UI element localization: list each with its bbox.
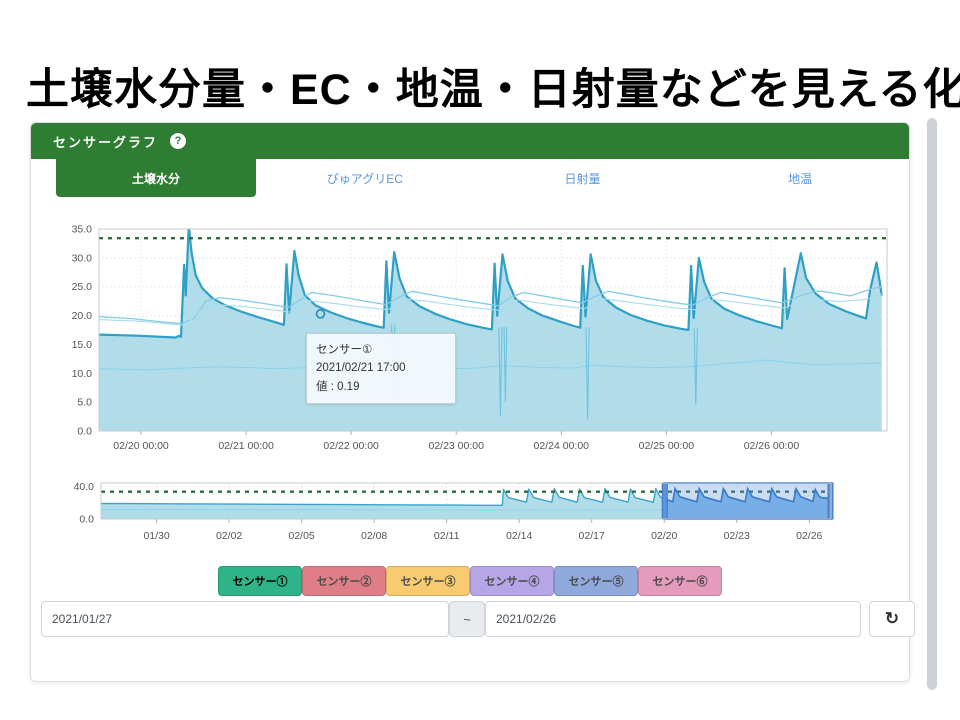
help-icon[interactable]: ?: [170, 133, 187, 149]
tab-soil-temp[interactable]: 地温: [691, 159, 909, 197]
svg-text:02/26: 02/26: [796, 530, 822, 542]
svg-text:02/23: 02/23: [724, 530, 750, 542]
svg-text:02/25 00:00: 02/25 00:00: [639, 440, 695, 452]
svg-text:02/23 00:00: 02/23 00:00: [428, 440, 484, 452]
page-scrollbar[interactable]: [927, 118, 937, 690]
svg-text:02/08: 02/08: [361, 530, 387, 542]
legend-button-sensor-3[interactable]: センサー③: [386, 566, 470, 596]
svg-text:20.0: 20.0: [72, 310, 93, 322]
end-date-input[interactable]: [485, 601, 861, 637]
svg-text:02/20 00:00: 02/20 00:00: [113, 440, 169, 452]
svg-text:15.0: 15.0: [72, 339, 93, 351]
card-header: センサーグラフ ?: [31, 123, 909, 159]
svg-text:02/02: 02/02: [216, 530, 242, 542]
svg-text:02/26 00:00: 02/26 00:00: [744, 440, 800, 452]
tooltip-sensor-name: センサー①: [316, 344, 373, 356]
refresh-button[interactable]: ↻: [869, 601, 915, 637]
svg-text:02/21 00:00: 02/21 00:00: [218, 440, 274, 452]
svg-text:10.0: 10.0: [72, 368, 93, 380]
date-range-row: ~ ↻: [31, 601, 915, 637]
svg-text:02/05: 02/05: [288, 530, 314, 542]
start-date-input[interactable]: [41, 601, 449, 637]
main-soil-moisture-chart[interactable]: 02/20 00:00 02/21 00:00 02/22 00:00 02/23 0…: [51, 219, 896, 469]
sensor-graph-card: センサーグラフ ? 土壌水分 ぴゅアグリEC 日射量 地温 02/20 00:00 02…: [30, 122, 915, 682]
legend-button-sensor-5[interactable]: センサー⑤: [554, 566, 638, 596]
svg-text:0.0: 0.0: [79, 514, 94, 526]
svg-text:01/30: 01/30: [143, 530, 169, 542]
svg-text:40.0: 40.0: [74, 481, 95, 493]
tab-puagri-ec[interactable]: ぴゅアグリEC: [256, 159, 474, 197]
svg-text:0.0: 0.0: [77, 426, 92, 438]
chart-tooltip: センサー① 2021/02/21 17:00 値 : 0.19: [306, 333, 456, 405]
date-range-separator: ~: [449, 601, 485, 637]
navigator-chart[interactable]: 01/30 02/02 02/05 02/08 02/11 02/14 02/17 02/20…: [51, 475, 896, 555]
legend-button-sensor-2[interactable]: センサー②: [302, 566, 386, 596]
svg-text:02/17: 02/17: [579, 530, 605, 542]
tab-solar-radiation[interactable]: 日射量: [474, 159, 692, 197]
svg-text:35.0: 35.0: [72, 224, 93, 236]
refresh-icon: ↻: [884, 609, 900, 628]
legend-button-sensor-6[interactable]: センサー⑥: [638, 566, 722, 596]
tooltip-value: 値 : 0.19: [316, 380, 360, 393]
legend-button-sensor-1[interactable]: センサー①: [218, 566, 302, 596]
tab-soil-moisture[interactable]: 土壌水分: [56, 159, 256, 197]
sensor-legend: センサー① センサー② センサー③ センサー④ センサー⑤ センサー⑥: [31, 566, 909, 596]
page-title: 土壌水分量・EC・地温・日射量などを見える化: [26, 65, 960, 114]
svg-text:02/11: 02/11: [434, 530, 460, 542]
tooltip-datetime: 2021/02/21 17:00: [316, 362, 406, 375]
svg-text:30.0: 30.0: [72, 252, 93, 264]
tab-bar: 土壌水分 ぴゅアグリEC 日射量 地温: [31, 159, 909, 197]
svg-text:02/14: 02/14: [506, 530, 532, 542]
svg-text:02/20: 02/20: [651, 530, 677, 542]
svg-text:02/24 00:00: 02/24 00:00: [534, 440, 590, 452]
svg-text:25.0: 25.0: [72, 281, 93, 293]
card-header-title: センサーグラフ: [53, 134, 159, 150]
svg-text:5.0: 5.0: [77, 397, 92, 409]
legend-button-sensor-4[interactable]: センサー④: [470, 566, 554, 596]
svg-text:02/22 00:00: 02/22 00:00: [323, 440, 379, 452]
